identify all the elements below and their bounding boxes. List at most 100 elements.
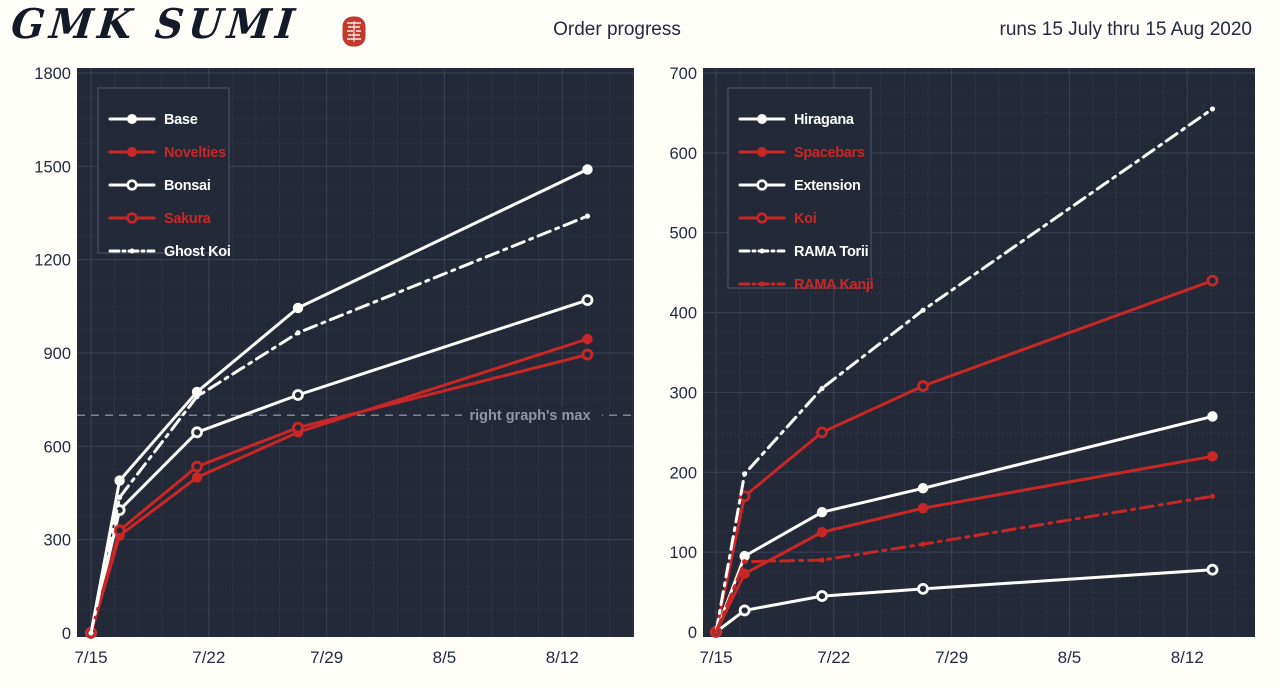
x-tick-label: 8/12	[546, 648, 579, 667]
legend-label: Hiragana	[794, 112, 855, 128]
legend-item-extension: Extension	[738, 178, 861, 194]
data-point-marker	[191, 472, 203, 483]
y-tick-label: 0	[688, 624, 697, 642]
x-tick-label: 7/29	[310, 648, 343, 667]
data-point-marker	[1209, 106, 1216, 112]
data-point-marker	[582, 333, 593, 345]
legend-item-rama-torii: RAMA Torii	[738, 244, 869, 260]
data-point-marker	[816, 526, 828, 538]
left-chart-svg: 0 300 600 900 1200 1500 1800 7/15 7/22 7/29 8/5 8/1…	[34, 65, 634, 667]
legend-marker	[756, 212, 768, 224]
legend-marker	[127, 114, 137, 124]
legend-label: Sakura	[164, 211, 212, 227]
data-point-marker	[1209, 493, 1216, 499]
data-point-marker	[581, 348, 594, 361]
legend: Hiragana Spacebars Extension Koi RAMA Torii R…	[727, 87, 874, 293]
data-point-marker	[191, 460, 203, 473]
data-point-marker	[920, 307, 926, 313]
legend-item-spacebars: Spacebars	[738, 145, 865, 161]
legend-marker	[757, 147, 767, 157]
data-point-marker	[917, 503, 929, 514]
y-tick-label: 500	[669, 225, 697, 243]
y-tick-label: 300	[43, 532, 71, 550]
legend-item-koi: Koi	[738, 211, 817, 227]
legend-item-hiragana: Hiragana	[738, 112, 855, 128]
data-point-marker	[920, 541, 926, 547]
legend-marker	[756, 179, 768, 191]
right-chart-svg: 0 100 200 300 400 500 600 700 7/15 7/22 7/29 8/5 8/1…	[669, 65, 1255, 667]
x-tick-label: 7/15	[699, 648, 732, 667]
legend-label: Bonsai	[164, 178, 211, 194]
legend-label: Koi	[794, 211, 816, 227]
y-tick-label: 1800	[34, 65, 71, 83]
legend-marker	[126, 179, 138, 191]
data-point-marker	[742, 471, 748, 477]
series-sakura	[85, 348, 594, 639]
header: GMK SUMI Order progress runs 15 July thr…	[0, 0, 1280, 60]
data-point-marker	[581, 294, 594, 307]
data-point-marker	[191, 386, 203, 398]
data-point-marker	[742, 559, 748, 565]
left-chart: 0 300 600 900 1200 1500 1800 7/15 7/22 7/29 8/5 8/1…	[0, 60, 640, 683]
series-koi	[710, 274, 1219, 638]
data-point-marker	[917, 483, 929, 494]
series-ghost-koi	[88, 213, 591, 636]
data-point-marker	[816, 590, 828, 602]
data-point-marker	[819, 385, 825, 392]
data-point-marker	[917, 582, 929, 595]
grid	[77, 68, 634, 637]
legend-marker	[126, 212, 138, 224]
annotation-label: right graph's max	[469, 408, 590, 424]
legend-marker	[759, 248, 765, 254]
data-point-marker	[194, 393, 200, 400]
legend-marker	[757, 114, 767, 124]
legend: Base Novelties Bonsai Sakura Ghost Koi	[97, 87, 231, 260]
data-point-marker	[88, 630, 94, 636]
legend-box	[727, 87, 872, 289]
axis-tick-labels: 0 100 200 300 400 500 600 700 7/15 7/22 7/29 8/5 8/1…	[669, 65, 1203, 667]
legend-label: Novelties	[164, 145, 226, 161]
legend-label: RAMA Kanji	[794, 277, 873, 293]
y-tick-label: 1500	[34, 158, 71, 176]
legend-marker	[129, 248, 135, 254]
legend-item-bonsai: Bonsai	[108, 178, 211, 194]
x-tick-label: 7/22	[817, 648, 850, 667]
data-point-marker	[292, 302, 304, 314]
legend-label: Base	[164, 112, 198, 128]
y-tick-label: 600	[43, 438, 71, 456]
y-tick-label: 100	[669, 544, 697, 562]
x-tick-label: 8/5	[1058, 648, 1082, 667]
data-point-marker	[713, 629, 719, 635]
data-point-marker	[584, 213, 591, 219]
legend-marker	[127, 147, 137, 157]
data-point-marker	[117, 494, 123, 500]
red-seal-icon	[341, 15, 367, 48]
y-tick-label: 1200	[34, 252, 71, 270]
y-tick-label: 400	[669, 305, 697, 323]
data-point-marker	[114, 475, 125, 486]
data-point-marker	[917, 380, 929, 392]
data-point-marker	[292, 389, 304, 401]
legend-item-base: Base	[108, 112, 198, 128]
data-point-marker	[191, 426, 203, 439]
legend-label: Spacebars	[794, 145, 865, 161]
y-tick-label: 200	[669, 464, 697, 482]
series-line	[714, 107, 1214, 634]
page-title: Order progress	[553, 19, 681, 40]
y-tick-label: 900	[43, 345, 71, 363]
data-point-marker	[582, 164, 593, 175]
legend-label: Extension	[794, 178, 861, 194]
y-tick-label: 700	[669, 65, 697, 83]
series-rama-torii	[713, 106, 1216, 635]
x-tick-label: 8/12	[1171, 648, 1204, 667]
legend-marker	[759, 281, 765, 287]
data-point-marker	[739, 550, 750, 562]
annotation-right-graph-max: right graph's max	[77, 406, 634, 425]
data-point-marker	[1206, 563, 1219, 576]
series-bonsai	[85, 294, 594, 639]
x-tick-label: 7/29	[935, 648, 968, 667]
legend-item-novelties: Novelties	[108, 145, 226, 161]
legend-label: Ghost Koi	[164, 244, 231, 260]
data-point-marker	[1207, 411, 1218, 422]
data-point-marker	[292, 421, 304, 434]
